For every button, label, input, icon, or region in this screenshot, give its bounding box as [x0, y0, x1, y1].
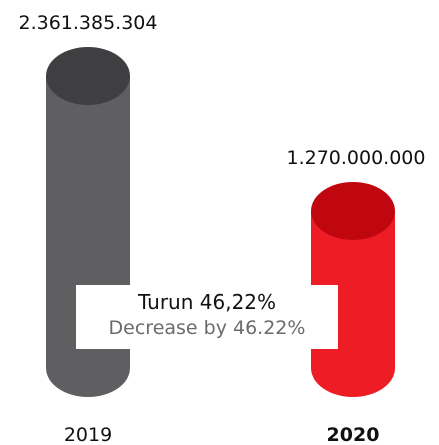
cylinder-top-2020 — [311, 181, 395, 240]
value-label-2020: 1.270.000.000 — [286, 147, 425, 169]
category-label-2019: 2019 — [64, 424, 112, 445]
callout-decrease-english: Decrease by 46.22% — [108, 317, 306, 339]
decrease-callout: Turun 46,22% Decrease by 46.22% — [76, 285, 338, 349]
callout-decrease-indonesian: Turun 46,22% — [137, 290, 277, 314]
category-label-2020: 2020 — [327, 424, 380, 445]
value-label-2019: 2.361.385.304 — [18, 12, 157, 34]
cylinder-top-2019 — [46, 47, 130, 105]
